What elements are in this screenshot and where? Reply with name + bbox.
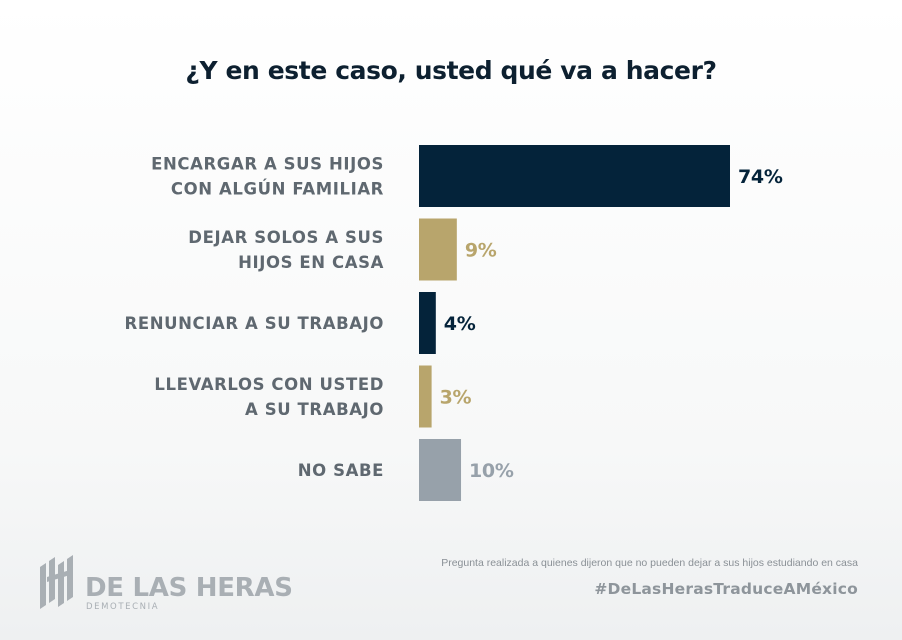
category-label-3-line-1: A SU TRABAJO (245, 400, 384, 419)
bar-1 (419, 218, 457, 281)
value-label-0: 74% (738, 166, 783, 188)
bar-4 (419, 439, 462, 501)
bar-3 (419, 365, 432, 428)
footnote: Pregunta realizada a quienes dijeron que… (441, 557, 858, 569)
de-las-heras-logo-icon (40, 555, 73, 609)
value-label-3: 3% (440, 387, 472, 409)
value-label-2: 4% (444, 313, 476, 335)
category-label-0-line-0: ENCARGAR A SUS HIJOS (151, 155, 384, 174)
category-label-3-line-0: LLEVARLOS CON USTED (154, 375, 384, 394)
chart-title: ¿Y en este caso, usted qué va a hacer? (185, 56, 717, 85)
category-label-2-line-0: RENUNCIAR A SU TRABAJO (125, 314, 384, 333)
category-label-4-line-0: NO SABE (298, 461, 384, 480)
value-label-1: 9% (465, 240, 497, 262)
value-label-4: 10% (469, 460, 514, 482)
hashtag: #DeLasHerasTraduceAMéxico (594, 580, 858, 598)
brand-name: DE LAS HERAS (85, 573, 293, 603)
category-label-1-line-1: HIJOS EN CASA (238, 253, 384, 272)
category-label-1-line-0: DEJAR SOLOS A SUS (188, 228, 384, 247)
bar-2 (419, 292, 436, 354)
bar-0 (419, 145, 730, 207)
category-label-0-line-1: CON ALGÚN FAMILIAR (171, 180, 384, 199)
brand-subtitle: DEMOTECNIA (86, 602, 160, 612)
bar-chart: 74% ENCARGAR A SUS HIJOS CON ALGÚN FAMILIA… (125, 145, 783, 501)
